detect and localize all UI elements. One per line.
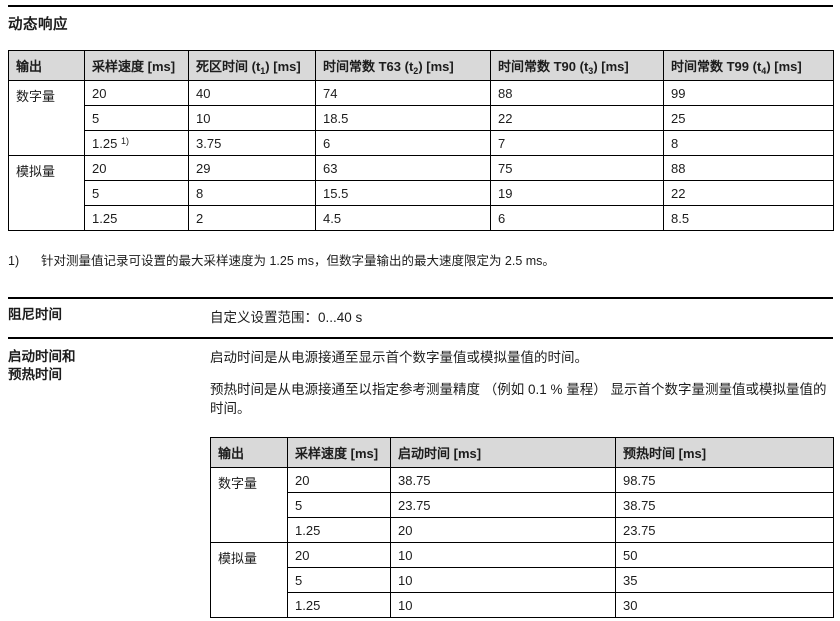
table-row: 5 23.75 38.75 [211,492,834,518]
warmup-paragraph: 预热时间是从电源接通至以指定参考测量精度 （例如 0.1 % 量程） 显示首个数… [210,382,827,416]
table-row: 5 8 15.5 19 22 [9,180,834,206]
label-line: 启动时间和 [8,349,76,364]
cell-value: 75 [490,155,664,181]
col-header-output: 输出 [210,437,288,468]
cell-value: 10 [390,592,616,618]
table-row: 模拟量 20 10 50 [210,542,834,618]
cell-value: 25 [663,105,834,131]
cell-value: 38.75 [390,467,616,493]
label-damping-time: 阻尼时间 [8,307,62,322]
table-row: 1.25 10 30 [211,592,834,618]
section-divider [8,337,833,339]
cell-value: 20 [390,517,616,543]
footnote-marker: 1) [8,254,20,268]
cell-value: 29 [188,155,316,181]
cell-value: 30 [615,592,834,618]
cell-value: 5 [287,567,391,593]
cell-value: 6 [315,130,491,156]
cell-value: 6 [490,205,664,231]
startup-description: 启动时间是从电源接通至显示首个数字量值或模拟量值的时间。 预热时间是从电源接通至… [210,348,830,418]
cell-value: 22 [490,105,664,131]
cell-value: 38.75 [615,492,834,518]
footnote-ref: 1) [120,135,129,146]
cell-value: 2 [188,205,316,231]
cell-value: 5 [287,492,391,518]
cell-value: 5 [84,105,189,131]
table-row: 数字量 20 38.75 98.75 [210,467,834,543]
cell-value: 15.5 [315,180,491,206]
group-label-digital: 数字量 [8,80,85,156]
cell-value: 20 [287,467,391,493]
label-startup-warmup-time: 启动时间和 预热时间 [8,348,76,384]
cell-value: 10 [390,542,616,568]
cell-value: 35 [615,567,834,593]
cell-value: 22 [663,180,834,206]
cell-value: 8 [188,180,316,206]
footnote-text: 针对测量值记录可设置的最大采样速度为 1.25 ms，但数字量输出的最大速度限定… [41,254,555,268]
table-row: 1.25 2 4.5 6 8.5 [9,205,834,231]
col-header-t63: 时间常数 T63 (t2) [ms] [315,50,491,81]
table-row: 1.25 1) 3.75 6 7 8 [9,130,834,156]
col-header-startup-time: 启动时间 [ms] [390,437,616,468]
cell-value: 23.75 [390,492,616,518]
cell-value: 19 [490,180,664,206]
startup-warmup-table: 输出 采样速度 [ms] 启动时间 [ms] 预热时间 [ms] 数字量 20 … [210,437,834,618]
cell-value: 1.25 [84,205,189,231]
damping-value: 自定义设置范围：0...40 s [210,310,363,325]
section-divider [8,297,833,299]
table-header-row: 输出 采样速度 [ms] 启动时间 [ms] 预热时间 [ms] [210,437,834,468]
cell-value: 74 [315,80,491,106]
table-row: 模拟量 20 29 63 75 88 [8,155,834,231]
group-label-analog: 模拟量 [210,542,288,618]
cell-value: 40 [188,80,316,106]
cell-value: 1.25 [287,592,391,618]
cell-value: 5 [84,180,189,206]
col-header-t90: 时间常数 T90 (t3) [ms] [490,50,664,81]
cell-value: 50 [615,542,834,568]
cell-value-with-footnote: 1.25 1) [84,130,189,156]
cell-value: 88 [663,155,834,181]
table-row: 1.25 20 23.75 [211,517,834,543]
cell-value: 4.5 [315,205,491,231]
table-row: 5 10 18.5 22 25 [9,105,834,131]
cell-value: 10 [188,105,316,131]
cell-value: 88 [490,80,664,106]
group-label-digital: 数字量 [210,467,288,543]
label-line: 预热时间 [8,367,62,382]
table-row: 5 10 35 [211,567,834,593]
cell-value: 99 [663,80,834,106]
startup-paragraph: 启动时间是从电源接通至显示首个数字量值或模拟量值的时间。 [210,350,588,365]
col-header-sample-rate: 采样速度 [ms] [84,50,189,81]
cell-value: 3.75 [188,130,316,156]
footnote: 1) 针对测量值记录可设置的最大采样速度为 1.25 ms，但数字量输出的最大速度… [8,250,833,269]
top-divider [8,5,833,7]
cell-value: 7 [490,130,664,156]
cell-value: 20 [84,155,189,181]
cell-value: 20 [84,80,189,106]
cell-value: 8 [663,130,834,156]
col-header-warmup-time: 预热时间 [ms] [615,437,834,468]
cell-value: 10 [390,567,616,593]
col-header-sample-rate: 采样速度 [ms] [287,437,391,468]
cell-value: 23.75 [615,517,834,543]
cell-value: 98.75 [615,467,834,493]
cell-value: 1.25 [287,517,391,543]
group-label-analog: 模拟量 [8,155,85,231]
table-row: 数字量 20 40 74 88 99 [8,80,834,156]
dynamic-response-table: 输出 采样速度 [ms] 死区时间 (t1) [ms] 时间常数 T63 (t2… [8,50,834,231]
cell-value: 8.5 [663,205,834,231]
table-header-row: 输出 采样速度 [ms] 死区时间 (t1) [ms] 时间常数 T63 (t2… [8,50,834,81]
col-header-dead-time: 死区时间 (t1) [ms] [188,50,316,81]
col-header-output: 输出 [8,50,85,81]
cell-value: 63 [315,155,491,181]
cell-value: 18.5 [315,105,491,131]
section-title-dynamic-response: 动态响应 [8,17,68,33]
col-header-t99: 时间常数 T99 (t4) [ms] [663,50,834,81]
cell-value: 20 [287,542,391,568]
